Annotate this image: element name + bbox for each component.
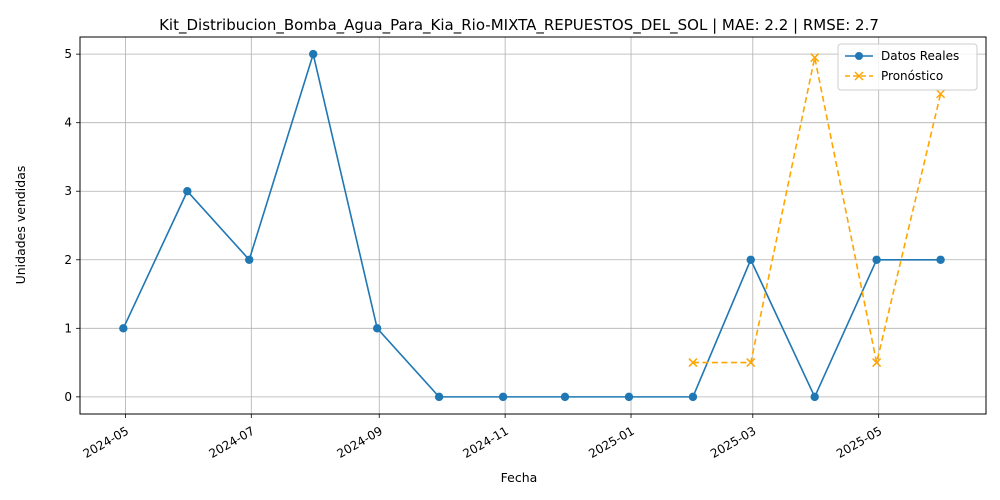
data-point (245, 255, 254, 264)
data-point (872, 255, 881, 264)
legend-marker-datos-reales (855, 52, 863, 60)
data-point (560, 392, 570, 402)
y-tick-label: 3 (64, 184, 72, 198)
legend-marker-pronostico (854, 71, 864, 81)
data-point (372, 324, 382, 333)
data-point (936, 255, 945, 264)
series-line-1 (692, 57, 942, 364)
data-point (434, 392, 444, 402)
data-point (746, 255, 755, 264)
y-tick-label: 2 (64, 253, 72, 267)
series-line-0 (122, 51, 941, 399)
grid-lines (80, 37, 986, 414)
x-marker-stroke (746, 358, 756, 368)
y-tick-label: 0 (64, 390, 72, 404)
data-point (183, 187, 192, 196)
data-point (119, 324, 128, 333)
data-point (498, 392, 508, 402)
data-point (936, 89, 946, 99)
legend-label-pronostico: Pronóstico (881, 69, 943, 83)
y-tick-label: 5 (64, 47, 72, 61)
legend-x-marker (854, 71, 864, 81)
data-point (309, 49, 318, 59)
legend: Datos Reales Pronóstico (837, 43, 978, 91)
data-point (872, 358, 882, 368)
y-axis-label: Unidades vendidas (13, 166, 28, 285)
legend-label-datos-reales: Datos Reales (881, 49, 959, 63)
data-point (746, 358, 756, 368)
data-point (810, 53, 820, 63)
data-point (810, 392, 819, 402)
data-point (624, 392, 634, 402)
x-marker-stroke (810, 53, 820, 63)
series-layer (119, 49, 946, 402)
data-point (688, 358, 698, 368)
data-point (688, 392, 698, 402)
chart-title: Kit_Distribucion_Bomba_Agua_Para_Kia_Rio… (159, 16, 879, 35)
plot-frame (79, 36, 987, 415)
y-tick-label: 1 (64, 321, 72, 335)
x-marker-stroke (872, 358, 882, 368)
x-marker-stroke (936, 89, 946, 99)
x-marker-stroke (854, 71, 864, 81)
x-axis-label: Fecha (501, 470, 538, 485)
y-tick-label: 4 (64, 116, 72, 130)
x-marker-stroke (688, 358, 698, 368)
